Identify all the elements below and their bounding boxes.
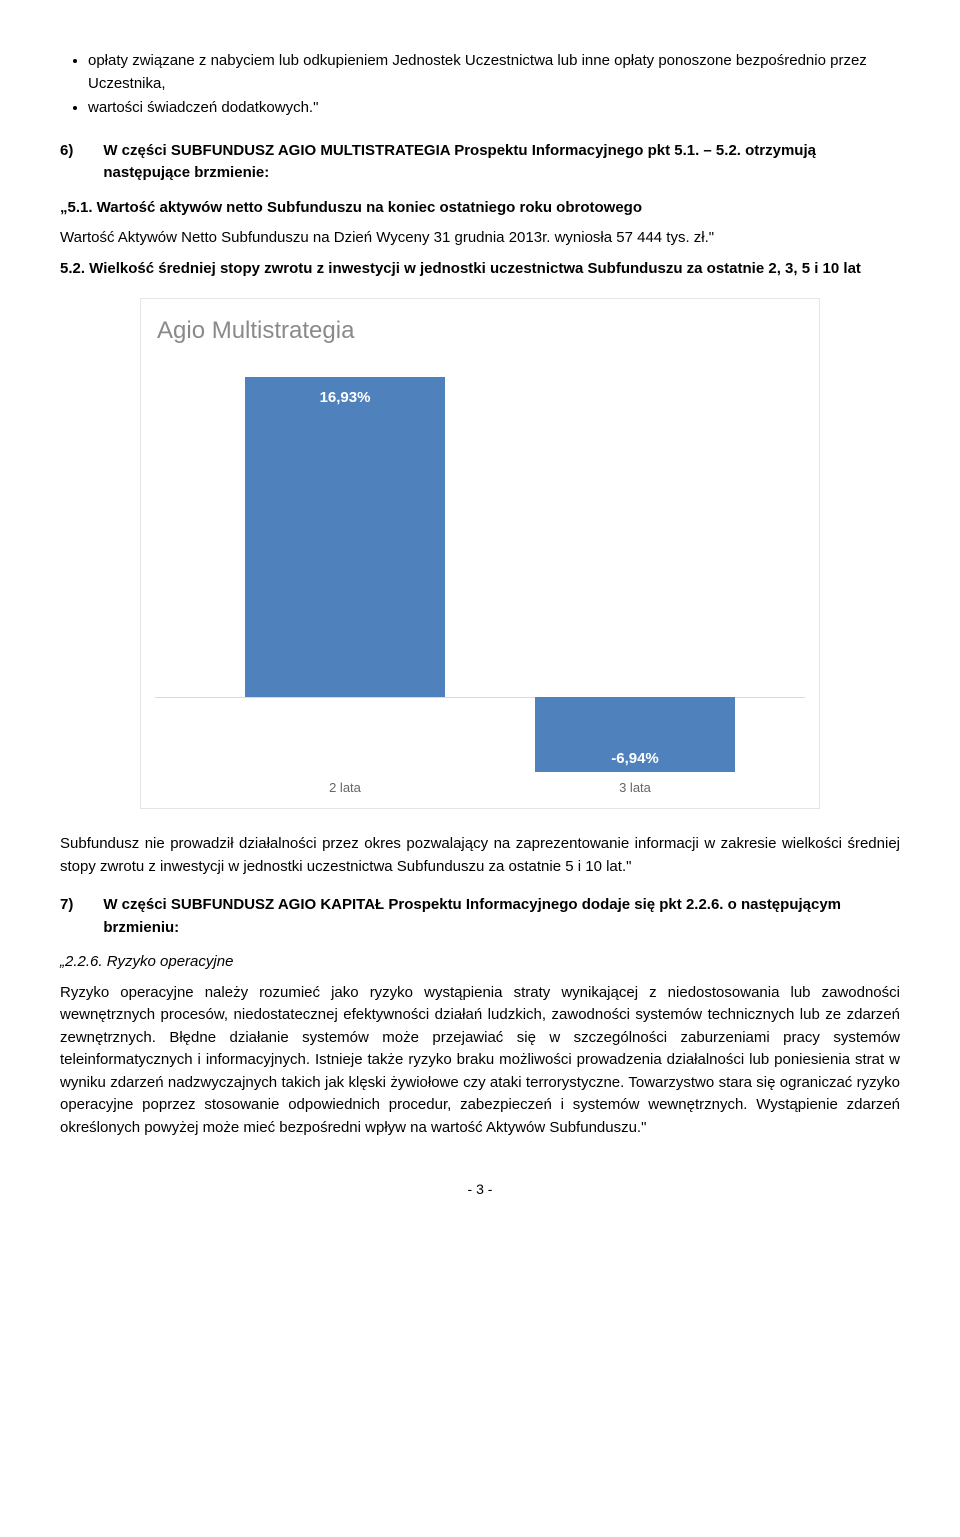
section-7-row: 7) W części SUBFUNDUSZ AGIO KAPITAŁ Pros… bbox=[60, 894, 900, 939]
chart-xlabel-3lata: 3 lata bbox=[535, 778, 735, 798]
subsection-5-1-para: Wartość Aktywów Netto Subfunduszu na Dzi… bbox=[60, 227, 900, 250]
section-6-body: W części SUBFUNDUSZ AGIO MULTISTRATEGIA … bbox=[103, 140, 900, 185]
sec7-strong: SUBFUNDUSZ AGIO KAPITAŁ bbox=[171, 896, 384, 913]
subsection-5-1-heading: „5.1. Wartość aktywów netto Subfunduszu … bbox=[60, 197, 900, 220]
sec6-strong: SUBFUNDUSZ AGIO MULTISTRATEGIA bbox=[171, 142, 450, 159]
chart-agio-multistrategia: Agio Multistrategia 16,93% -6,94% 2 lata… bbox=[140, 298, 820, 809]
chart-bar-label-2lata: 16,93% bbox=[245, 387, 445, 410]
intro-bullet-list: opłaty związane z nabyciem lub odkupieni… bbox=[60, 50, 900, 120]
section-6-number: 6) bbox=[60, 140, 103, 185]
subsection-2-2-6-para: Ryzyko operacyjne należy rozumieć jako r… bbox=[60, 982, 900, 1140]
section-7-body: W części SUBFUNDUSZ AGIO KAPITAŁ Prospek… bbox=[103, 894, 900, 939]
chart-plot-area: 16,93% -6,94% bbox=[155, 377, 805, 698]
sec7-before: W części bbox=[103, 896, 171, 913]
section-7-number: 7) bbox=[60, 894, 103, 939]
subsection-2-2-6-heading: „2.2.6. Ryzyko operacyjne bbox=[60, 951, 900, 974]
chart-x-axis: 2 lata 3 lata bbox=[155, 778, 805, 802]
section-6-row: 6) W części SUBFUNDUSZ AGIO MULTISTRATEG… bbox=[60, 140, 900, 185]
bullet-item: opłaty związane z nabyciem lub odkupieni… bbox=[88, 50, 900, 95]
chart-xlabel-2lata: 2 lata bbox=[245, 778, 445, 798]
chart-title: Agio Multistrategia bbox=[157, 313, 805, 349]
page-number: - 3 - bbox=[60, 1179, 900, 1200]
bullet-item: wartości świadczeń dodatkowych." bbox=[88, 97, 900, 120]
subsection-5-2-heading: 5.2. Wielkość średniej stopy zwrotu z in… bbox=[60, 258, 900, 281]
chart-bar-2lata bbox=[245, 377, 445, 697]
sec6-before: W części bbox=[103, 142, 171, 159]
chart-bar-label-3lata: -6,94% bbox=[535, 748, 735, 771]
after-chart-para: Subfundusz nie prowadził działalności pr… bbox=[60, 833, 900, 878]
